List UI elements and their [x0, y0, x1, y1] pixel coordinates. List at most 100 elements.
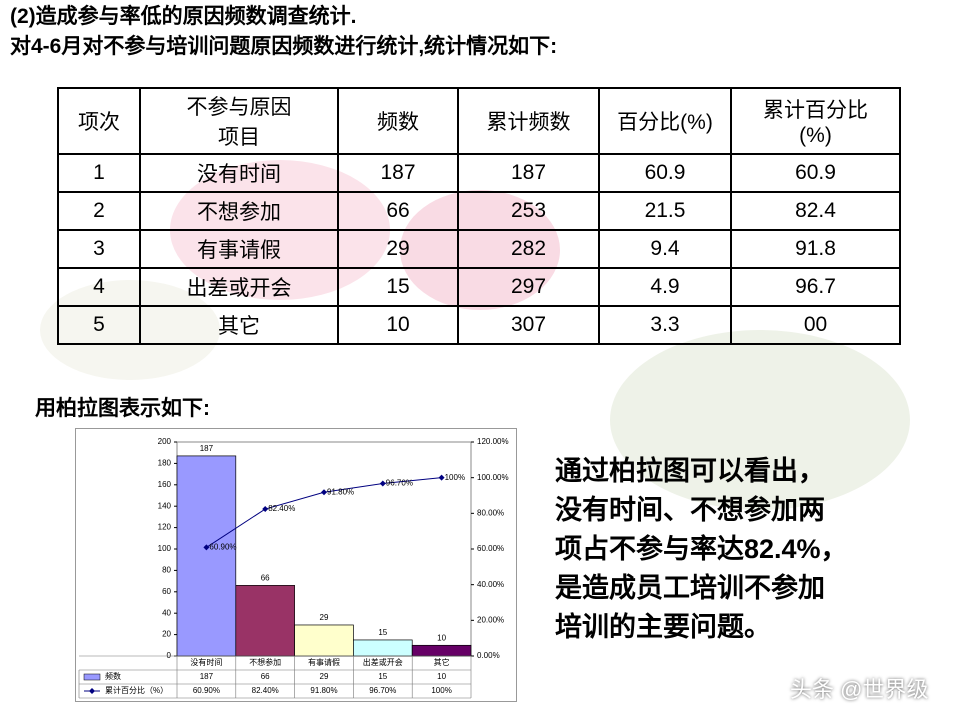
table-row: 2 不想参加 66 253 21.5 82.4 [57, 191, 901, 231]
table-row: 4 出差或开会 15 297 4.9 96.7 [57, 267, 901, 307]
table-cell: 3.3 [598, 305, 732, 345]
table-value: 96.70% [369, 686, 396, 695]
table-cell: 60.9 [730, 153, 901, 193]
header-text: 百分比(%) [617, 111, 713, 134]
title: (2)造成参与率低的原因频数调查统计. [10, 5, 357, 28]
chart-heading: 用柏拉图表示如下: [35, 397, 210, 420]
header-cell: 累计百分比(%) [730, 87, 901, 155]
y2-tick-label: 20.00% [477, 615, 504, 624]
line-label: 60.90% [209, 543, 236, 552]
y2-tick-label: 100.00% [477, 473, 509, 482]
table-cell: 00 [730, 305, 901, 345]
table-cell: 出差或开会 [139, 267, 339, 307]
legend-swatch [89, 688, 95, 694]
table-cell: 187 [457, 153, 600, 193]
table-cell: 297 [457, 267, 600, 307]
table-value: 29 [320, 672, 329, 681]
table-value: 91.80% [310, 686, 337, 695]
conclusion-line: 项占不参与率达82.4%， [555, 534, 848, 564]
header-cell: 频数 [337, 87, 459, 155]
table-cell: 66 [337, 191, 459, 231]
table-row: 3 有事请假 29 282 9.4 91.8 [57, 229, 901, 269]
table-value: 15 [378, 672, 387, 681]
table-cell: 21.5 [598, 191, 732, 231]
table-cell: 10 [337, 305, 459, 345]
table-cell: 5 [57, 305, 141, 345]
table-cell: 82.4 [730, 191, 901, 231]
line-point [438, 474, 445, 481]
table-cell: 307 [457, 305, 600, 345]
y-tick-label: 40 [162, 608, 171, 617]
table-cell: 不想参加 [139, 191, 339, 231]
x-tick-label: 有事请假 [308, 657, 340, 667]
table-row: 1 没有时间 187 187 60.9 60.9 [57, 153, 901, 193]
legend-swatch [83, 673, 101, 681]
conclusion-line: 没有时间、不想参加两 [555, 495, 825, 525]
title-block: (2)造成参与率低的原因频数调查统计. 对4-6月对不参与培训问题原因频数进行统… [10, 2, 557, 62]
table-row: 5 其它 10 307 3.3 00 [57, 305, 901, 345]
line-point [262, 506, 269, 513]
y-tick-label: 20 [162, 630, 171, 639]
table-value: 60.90% [193, 686, 220, 695]
y-tick-label: 140 [158, 501, 172, 510]
table-value: 82.40% [252, 686, 279, 695]
line-label: 91.80% [327, 487, 354, 496]
pareto-chart: 0 20 40 60 80 100 120 140 160 180 200 0.00% 20.00% 40… [75, 428, 517, 702]
header-text: 累计百分比(%) [763, 99, 868, 147]
x-tick-label: 其它 [434, 657, 450, 667]
conclusion-line: 通过柏拉图可以看出， [555, 456, 825, 486]
y-tick-label: 200 [158, 437, 172, 446]
watermark: 头条 @世界级 [790, 677, 929, 702]
conclusion-line: 培训的主要问题。 [555, 612, 771, 642]
bar [411, 644, 472, 657]
table-cell: 60.9 [598, 153, 732, 193]
table-cell: 4 [57, 267, 141, 307]
y-tick-label: 120 [158, 523, 172, 532]
y-tick-label: 60 [162, 587, 171, 596]
table-cell: 29 [337, 229, 459, 269]
bar [176, 455, 237, 657]
header-cell: 不参与原因项目 [139, 87, 339, 155]
y2-tick-label: 0.00% [477, 651, 500, 660]
bar-label: 66 [261, 573, 270, 582]
table-cell: 没有时间 [139, 153, 339, 193]
bar-label: 10 [437, 633, 446, 642]
table-cell: 1 [57, 153, 141, 193]
bar [294, 624, 354, 657]
table-cell: 91.8 [730, 229, 901, 269]
data-table: 项次 不参与原因项目 频数 累计频数 百分比(%) 累计百分比(%) 1 没有时间 187 187… [57, 87, 901, 345]
y2-tick-label: 40.00% [477, 580, 504, 589]
table-cell: 282 [457, 229, 600, 269]
table-cell: 15 [337, 267, 459, 307]
table-cell: 9.4 [598, 229, 732, 269]
table-cell: 2 [57, 191, 141, 231]
y2-tick-label: 120.00% [477, 437, 509, 446]
line-label: 100% [445, 473, 465, 482]
y-tick-label: 160 [158, 480, 172, 489]
header-text: 项次 [78, 111, 120, 134]
table-cell: 96.7 [730, 267, 901, 307]
table-value: 66 [261, 672, 270, 681]
bar [235, 585, 295, 657]
line-point [203, 544, 210, 551]
bar-label: 15 [378, 628, 387, 637]
header-text: 累计频数 [486, 111, 571, 134]
subtitle: 对4-6月对不参与培训问题原因频数进行统计,统计情况如下: [10, 35, 558, 58]
y-tick-label: 0 [167, 651, 172, 660]
conclusion-line: 是造成员工培训不参加 [555, 573, 825, 603]
y2-tick-label: 80.00% [477, 508, 504, 517]
line-point [321, 489, 327, 496]
legend-label: 累计百分比（%） [105, 685, 168, 695]
header-text: 不参与原因项目 [186, 96, 292, 149]
y-tick-label: 180 [158, 459, 172, 468]
table-cell: 187 [337, 153, 459, 193]
y-tick-label: 80 [162, 566, 171, 575]
y2-tick-label: 60.00% [477, 544, 504, 553]
conclusion: 通过柏拉图可以看出， 没有时间、不想参加两 项占不参与率达82.4%， 是造成员工培训… [555, 452, 848, 647]
line-label: 82.40% [268, 504, 295, 513]
table-cell: 3 [57, 229, 141, 269]
bar-label: 29 [320, 613, 329, 622]
table-cell: 有事请假 [139, 229, 339, 269]
legend-label: 频数 [105, 671, 121, 681]
